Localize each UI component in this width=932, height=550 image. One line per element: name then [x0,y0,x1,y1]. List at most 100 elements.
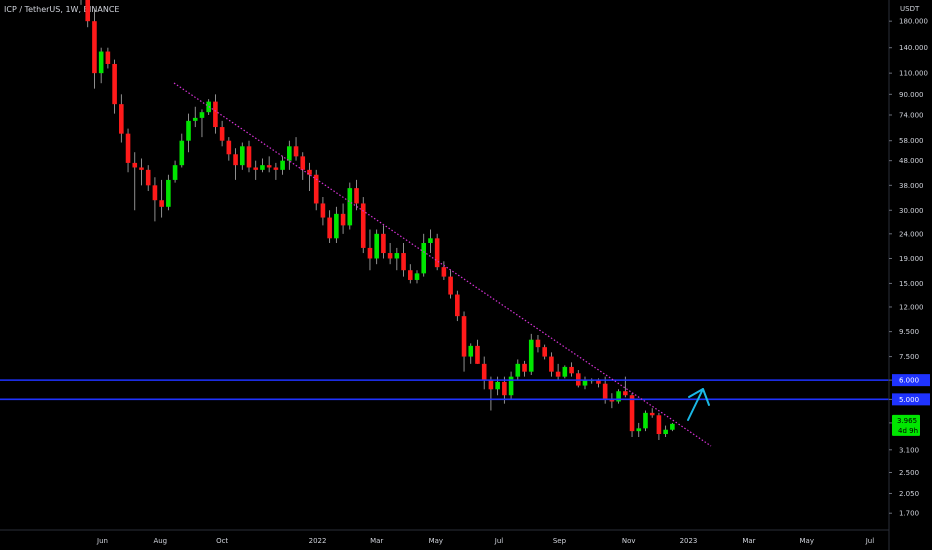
candle [186,113,191,153]
candle-body [145,169,151,186]
candle-body [623,391,628,396]
candle-body [360,203,366,248]
time-tick-label: 2022 [309,537,327,545]
candle [80,0,82,5]
candle-body [159,200,164,207]
candle-body [562,366,568,377]
candle-body [394,253,400,259]
candle-body [488,380,494,390]
candle-body [260,165,265,170]
candle [407,264,413,284]
candle [394,247,400,271]
candle [414,270,420,284]
candle [455,290,460,322]
candle [522,360,527,377]
arrow-shaft[interactable] [687,388,704,421]
candle [125,128,131,173]
candle [159,179,164,218]
candle [374,229,379,265]
time-axis[interactable]: Jun Aug Oct 2022 Mar May Jul Sep Nov 2023 Mar May Ju… [0,529,889,545]
candle [528,333,534,375]
candle [347,182,353,230]
price-tick-label: 24.000 [899,230,924,238]
candle [219,120,225,147]
candle [609,393,615,409]
candle-body [313,174,319,204]
candle-body [213,101,218,128]
level-price-tag: 6.000 [892,374,930,387]
candle-body [549,356,554,372]
candle [246,140,252,173]
level-price-tag-label: 6.000 [899,377,919,385]
time-tick-label: Jun [96,537,108,545]
candle [112,59,117,114]
candle-body [649,412,655,416]
candle-body [85,0,91,22]
candle-body [172,165,178,180]
candle-body [300,156,306,170]
price-tick-label: 74.000 [899,111,924,119]
candle [481,356,487,390]
price-tick-label: 140.000 [899,44,928,52]
candle [589,378,595,384]
price-tick-label: 180.000 [899,18,928,26]
price-tick-label: 19.000 [899,255,924,263]
candle [582,376,588,390]
candle [260,158,265,173]
level-price-tag-bg [892,393,930,406]
time-tick-label: Aug [153,537,167,545]
candle-body [105,51,111,64]
price-tick-label: 38.000 [899,182,924,190]
candle [85,0,91,28]
candle-body [139,167,144,170]
candle-body [219,127,225,141]
candle-body [407,270,413,280]
candle-body [132,162,138,168]
descending-trendline[interactable] [173,82,712,447]
candle-body [663,429,668,435]
candle-body [179,140,185,166]
price-tick-label: 48.000 [899,157,924,165]
price-tick-label: 30.000 [899,207,924,215]
candle [192,106,198,128]
candle [387,243,393,265]
time-tick-label: Mar [742,537,755,545]
candle-body [125,133,131,163]
candle-body [515,363,521,377]
price-tick-label: 2.050 [899,490,919,498]
candle-body [636,428,642,432]
candle [119,94,124,143]
time-tick-label: Oct [216,537,228,545]
candle-body [656,415,662,435]
price-tick-label: 15.000 [899,280,924,288]
level-price-tag: 5.000 [892,393,930,406]
last-price-tag-bg [892,414,920,436]
candle-body [502,381,507,396]
candle [575,370,581,388]
price-tick-label: 110.000 [899,70,928,78]
candle-body [92,21,97,74]
candle-body [602,383,608,400]
candle [273,162,279,180]
candle [179,133,185,168]
candle-body [508,376,514,396]
candle [663,425,668,438]
candle-body [246,146,252,168]
price-axis[interactable]: 180.000 140.000 110.000 90.000 74.000 58.000 4… [888,0,928,550]
chart-title: ICP / TetherUS, 1W, BINANCE [4,5,120,14]
candle [199,109,205,138]
candle-body [535,339,541,348]
candle-body [166,179,171,207]
candle [448,270,453,299]
candle [166,174,171,211]
candle-body [334,213,339,239]
candle [172,160,178,183]
candle [354,179,359,211]
arrow-up-icon[interactable] [688,388,710,406]
candle-body [354,188,359,204]
candle-body [528,339,534,372]
candle [360,197,366,254]
candle [266,156,272,173]
